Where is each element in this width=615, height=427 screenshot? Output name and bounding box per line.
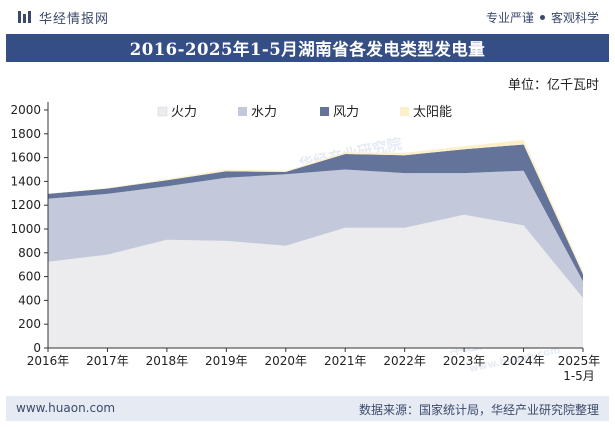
area-3 xyxy=(48,144,583,282)
y-tick-label: 800 xyxy=(18,246,41,260)
footer-source: 数据来源：国家统计局，华经产业研究院整理 xyxy=(358,403,599,417)
y-tick-label: 2000 xyxy=(10,103,41,117)
title-bar: 2016-2025年1-5月湖南省各发电类型发电量 xyxy=(6,34,609,62)
brand-name: 华经情报网 xyxy=(39,11,110,27)
legend-label-3: 风力 xyxy=(333,105,359,120)
x-tick-label: 2025年 xyxy=(558,354,601,368)
legend-label-1: 火力 xyxy=(171,105,197,120)
slogan: 专业严谨 客观科学 xyxy=(486,9,599,26)
legend-label-4: 太阳能 xyxy=(413,105,452,120)
footer-url-link[interactable]: www.huaon.com xyxy=(16,401,116,415)
brand-logo-icon xyxy=(18,11,31,23)
y-tick-label: 1800 xyxy=(10,127,41,141)
x-tick-label: 2021年 xyxy=(324,354,367,368)
brand[interactable]: 华经情报网 xyxy=(17,8,110,27)
y-tick-label: 0 xyxy=(33,341,41,355)
area-2 xyxy=(48,169,583,298)
legend-swatch-3 xyxy=(320,107,329,116)
y-tick-label: 600 xyxy=(18,270,41,284)
area-4 xyxy=(48,139,583,275)
area-1 xyxy=(48,214,583,348)
x-tick-label: 2016年 xyxy=(27,354,70,368)
x-tick-label: 2024年 xyxy=(502,354,545,368)
slogan-left: 专业严谨 xyxy=(485,11,534,25)
slogan-right: 客观科学 xyxy=(550,11,599,25)
slogan-dot-icon xyxy=(539,15,545,20)
top-bar: 华经情报网 专业严谨 客观科学 xyxy=(0,0,615,34)
legend-swatch-1 xyxy=(157,106,168,117)
y-tick-label: 1000 xyxy=(10,222,41,236)
y-tick-label: 1400 xyxy=(10,174,41,188)
legend-swatch-2 xyxy=(238,107,247,116)
x-tick-label: 1-5月 xyxy=(563,369,595,383)
chart-title: 2016-2025年1-5月湖南省各发电类型发电量 xyxy=(129,40,486,59)
stacked-area-chart: 华经产业研究院华经产业研究院华经产业研究院www.huaon.comwww.hu… xyxy=(10,102,601,383)
legend-swatch-4 xyxy=(400,107,409,116)
x-tick-label: 2020年 xyxy=(265,354,308,368)
x-tick-label: 2022年 xyxy=(383,354,426,368)
x-tick-label: 2019年 xyxy=(205,354,248,368)
y-tick-label: 400 xyxy=(18,293,41,307)
legend-label-2: 水力 xyxy=(251,105,277,120)
y-tick-label: 200 xyxy=(18,317,41,331)
unit-label: 单位：亿千瓦时 xyxy=(507,78,599,93)
footer-bar: www.huaon.com 数据来源：国家统计局，华经产业研究院整理 xyxy=(6,396,609,421)
x-tick-label: 2023年 xyxy=(443,354,486,368)
y-tick-label: 1200 xyxy=(10,198,41,212)
y-tick-label: 1600 xyxy=(10,151,41,165)
x-tick-label: 2018年 xyxy=(146,354,189,368)
x-tick-label: 2017年 xyxy=(86,354,129,368)
